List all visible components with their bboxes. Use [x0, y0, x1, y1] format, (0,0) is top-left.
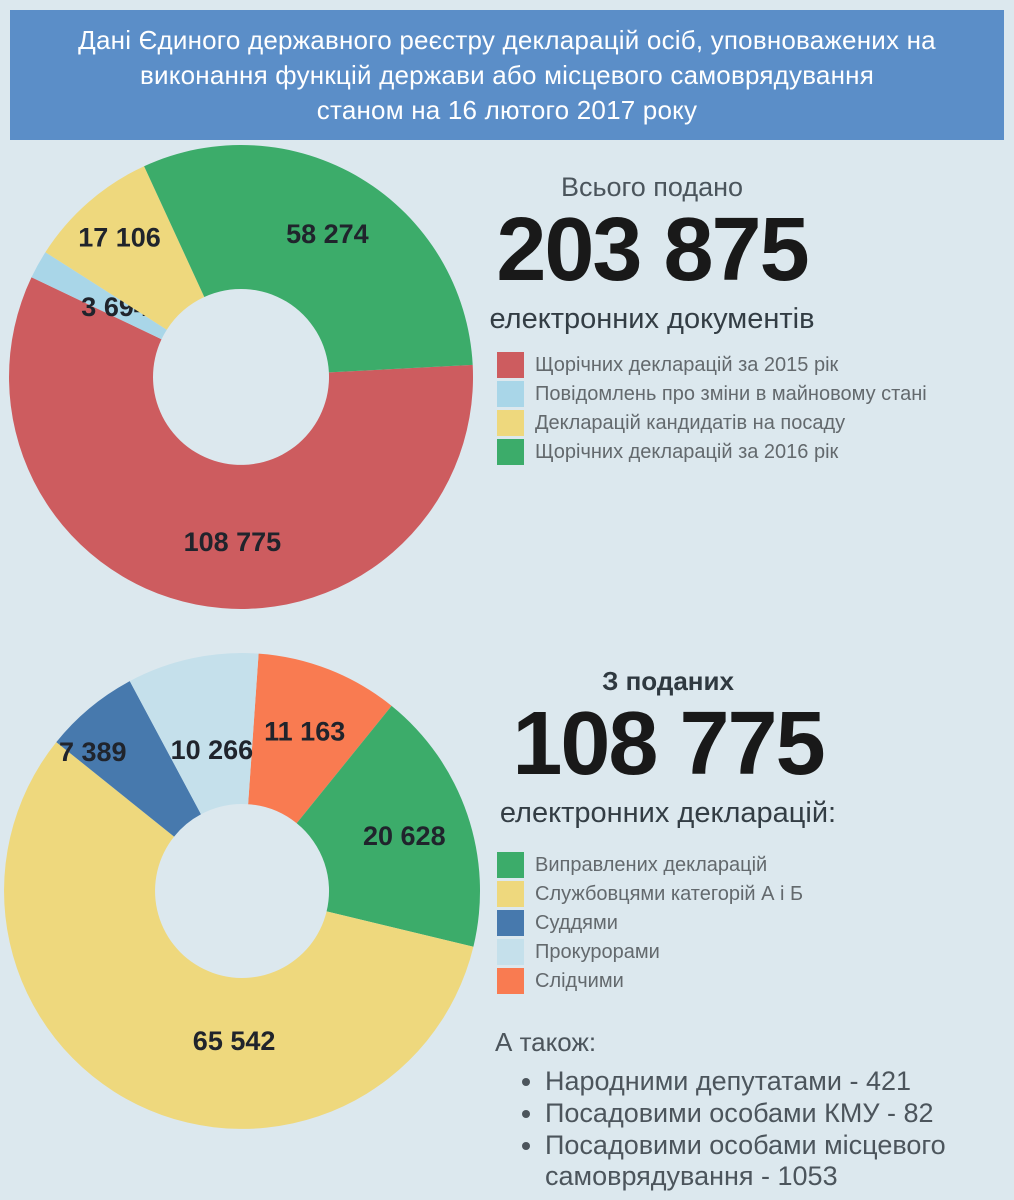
legend-swatch [497, 439, 524, 465]
slice-value-label: 17 106 [78, 223, 161, 253]
documents-panel-title: Всього подано [560, 172, 744, 202]
donut-slice [9, 277, 474, 609]
legend-label: Суддями [535, 911, 618, 934]
slice-value-label: 11 163 [264, 717, 345, 747]
legend-swatch [497, 968, 524, 994]
legend-item: Декларацій кандидатів на посаду [497, 410, 927, 436]
legend-swatch [497, 352, 524, 378]
legend-label: Повідомлень про зміни в майновому стані [535, 382, 927, 405]
slice-value-label: 10 266 [171, 735, 254, 765]
donut-chart-declarations: 11 163 20 628 65 542 7 389 10 266 [4, 653, 481, 1129]
also-item: Посадовими особами КМУ - 82 [545, 1098, 975, 1129]
declarations-panel-subtitle: електронних декларацій: [499, 797, 837, 829]
legend-swatch [497, 910, 524, 936]
also-list: Народними депутатами - 421Посадовими осо… [495, 1066, 975, 1192]
legend-item: Службовцями категорій А і Б [497, 881, 803, 907]
slice-value-label: 58 274 [286, 219, 369, 249]
legend-label: Службовцями категорій А і Б [535, 882, 804, 905]
slice-value-label: 20 628 [363, 821, 446, 851]
also-item: Посадовими особами місцевого самоврядува… [545, 1130, 975, 1192]
donut-slice [56, 681, 201, 837]
legend-item: Виправлених декларацій [497, 852, 803, 878]
legend-item: Щорічних декларацій за 2016 рік [497, 439, 927, 465]
documents-legend: Щорічних декларацій за 2015 рік Повідомле… [497, 352, 927, 468]
declarations-total-number: 108 775 [512, 694, 825, 794]
donut-slice [45, 166, 205, 330]
legend-swatch [497, 381, 524, 407]
legend-swatch [497, 881, 524, 907]
header-banner: Дані Єдиного державного реєстру декларац… [10, 10, 1004, 140]
legend-swatch [497, 410, 524, 436]
donut-slice [296, 705, 481, 947]
legend-swatch [497, 852, 524, 878]
legend-label: Декларацій кандидатів на посаду [535, 411, 846, 434]
header-line-2: виконання функцій держави або місцевого … [140, 59, 874, 90]
slice-value-label: 65 542 [193, 1026, 276, 1056]
legend-label: Щорічних декларацій за 2015 рік [535, 353, 839, 376]
also-section: А також: Народними депутатами - 421Посад… [495, 1026, 975, 1193]
donut-slice [4, 742, 474, 1129]
legend-swatch [497, 939, 524, 965]
donut-slice [144, 144, 473, 373]
header-line-1: Дані Єдиного державного реєстру декларац… [78, 24, 936, 55]
legend-item: Слідчими [497, 968, 803, 994]
legend-label: Прокурорами [535, 940, 660, 963]
declarations-panel-title: З поданих [602, 666, 734, 696]
documents-panel-subtitle: електронних документів [489, 303, 815, 335]
donut-slice [31, 252, 167, 340]
donut-slice [129, 653, 259, 815]
slice-value-label: 7 389 [59, 737, 127, 767]
documents-summary-panel: Всього подано 203 875 електронних докуме… [420, 170, 884, 336]
legend-label: Слідчими [535, 969, 624, 992]
legend-label: Виправлених декларацій [535, 853, 768, 876]
slice-value-label: 108 775 [184, 527, 282, 557]
also-item: Народними депутатами - 421 [545, 1066, 975, 1097]
legend-item: Суддями [497, 910, 803, 936]
legend-label: Щорічних декларацій за 2016 рік [535, 440, 839, 463]
declarations-legend: Виправлених декларацій Службовцями катего… [497, 852, 803, 997]
documents-total-number: 203 875 [496, 200, 809, 300]
legend-item: Щорічних декларацій за 2015 рік [497, 352, 927, 378]
header-line-3: станом на 16 лютого 2017 року [316, 94, 698, 125]
also-heading: А також: [495, 1027, 597, 1057]
legend-item: Прокурорами [497, 939, 803, 965]
donut-slice [248, 653, 392, 824]
legend-item: Повідомлень про зміни в майновому стані [497, 381, 927, 407]
declarations-summary-panel: З поданих 108 775 електронних декларацій… [436, 664, 900, 830]
